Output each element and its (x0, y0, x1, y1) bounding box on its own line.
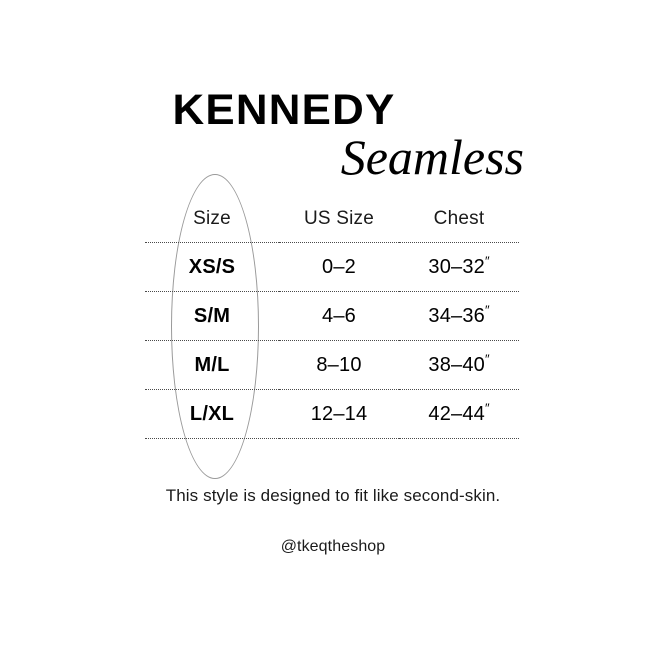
chest-value: 38–40 (428, 353, 485, 376)
cell-size: M/L (194, 353, 230, 376)
cell-chest: 42–44″ (399, 390, 519, 439)
table-row: L/XL 12–14 42–44″ (145, 389, 519, 439)
chest-value: 30–32 (428, 255, 485, 278)
brand-script-word: Seamless (340, 129, 524, 185)
chest-value: 42–44 (428, 402, 485, 425)
cell-us-size: 4–6 (322, 304, 356, 327)
column-header-size: Size (193, 208, 231, 229)
size-chart-header-row: Size US Size Chest (145, 196, 519, 243)
fit-note: This style is designed to fit like secon… (165, 486, 501, 505)
inch-mark-icon: ″ (485, 350, 490, 366)
table-header-row: Size US Size Chest (145, 196, 519, 243)
cell-chest: 38–40″ (399, 341, 519, 390)
table-row: M/L 8–10 38–40″ (145, 340, 519, 390)
cell-us-size: 0–2 (322, 255, 356, 278)
column-header-us-size: US Size (303, 208, 375, 229)
inch-mark-icon: ″ (485, 399, 490, 415)
cell-size: XS/S (188, 255, 236, 278)
inch-mark-icon: ″ (485, 252, 490, 268)
cell-us-size: 8–10 (316, 353, 362, 376)
cell-us-size: 12–14 (310, 402, 368, 425)
size-chart-table: Size US Size Chest XS/S 0–2 30–32″ S/M 4… (145, 196, 519, 439)
cell-size: S/M (193, 304, 231, 327)
cell-chest: 34–36″ (399, 292, 519, 341)
brand-header: KENNEDY Seamless (0, 88, 666, 188)
brand-name: KENNEDY (172, 86, 396, 134)
social-handle: @tkeqtheshop (280, 538, 386, 555)
table-row: S/M 4–6 34–36″ (145, 291, 519, 341)
table-row: XS/S 0–2 30–32″ (145, 242, 519, 292)
cell-chest: 30–32″ (399, 243, 519, 292)
column-header-chest: Chest (433, 208, 485, 229)
inch-mark-icon: ″ (485, 301, 490, 317)
cell-size: L/XL (189, 402, 235, 425)
chest-value: 34–36 (428, 304, 485, 327)
size-chart-body: XS/S 0–2 30–32″ S/M 4–6 34–36″ M/L 8–10 … (145, 242, 519, 439)
